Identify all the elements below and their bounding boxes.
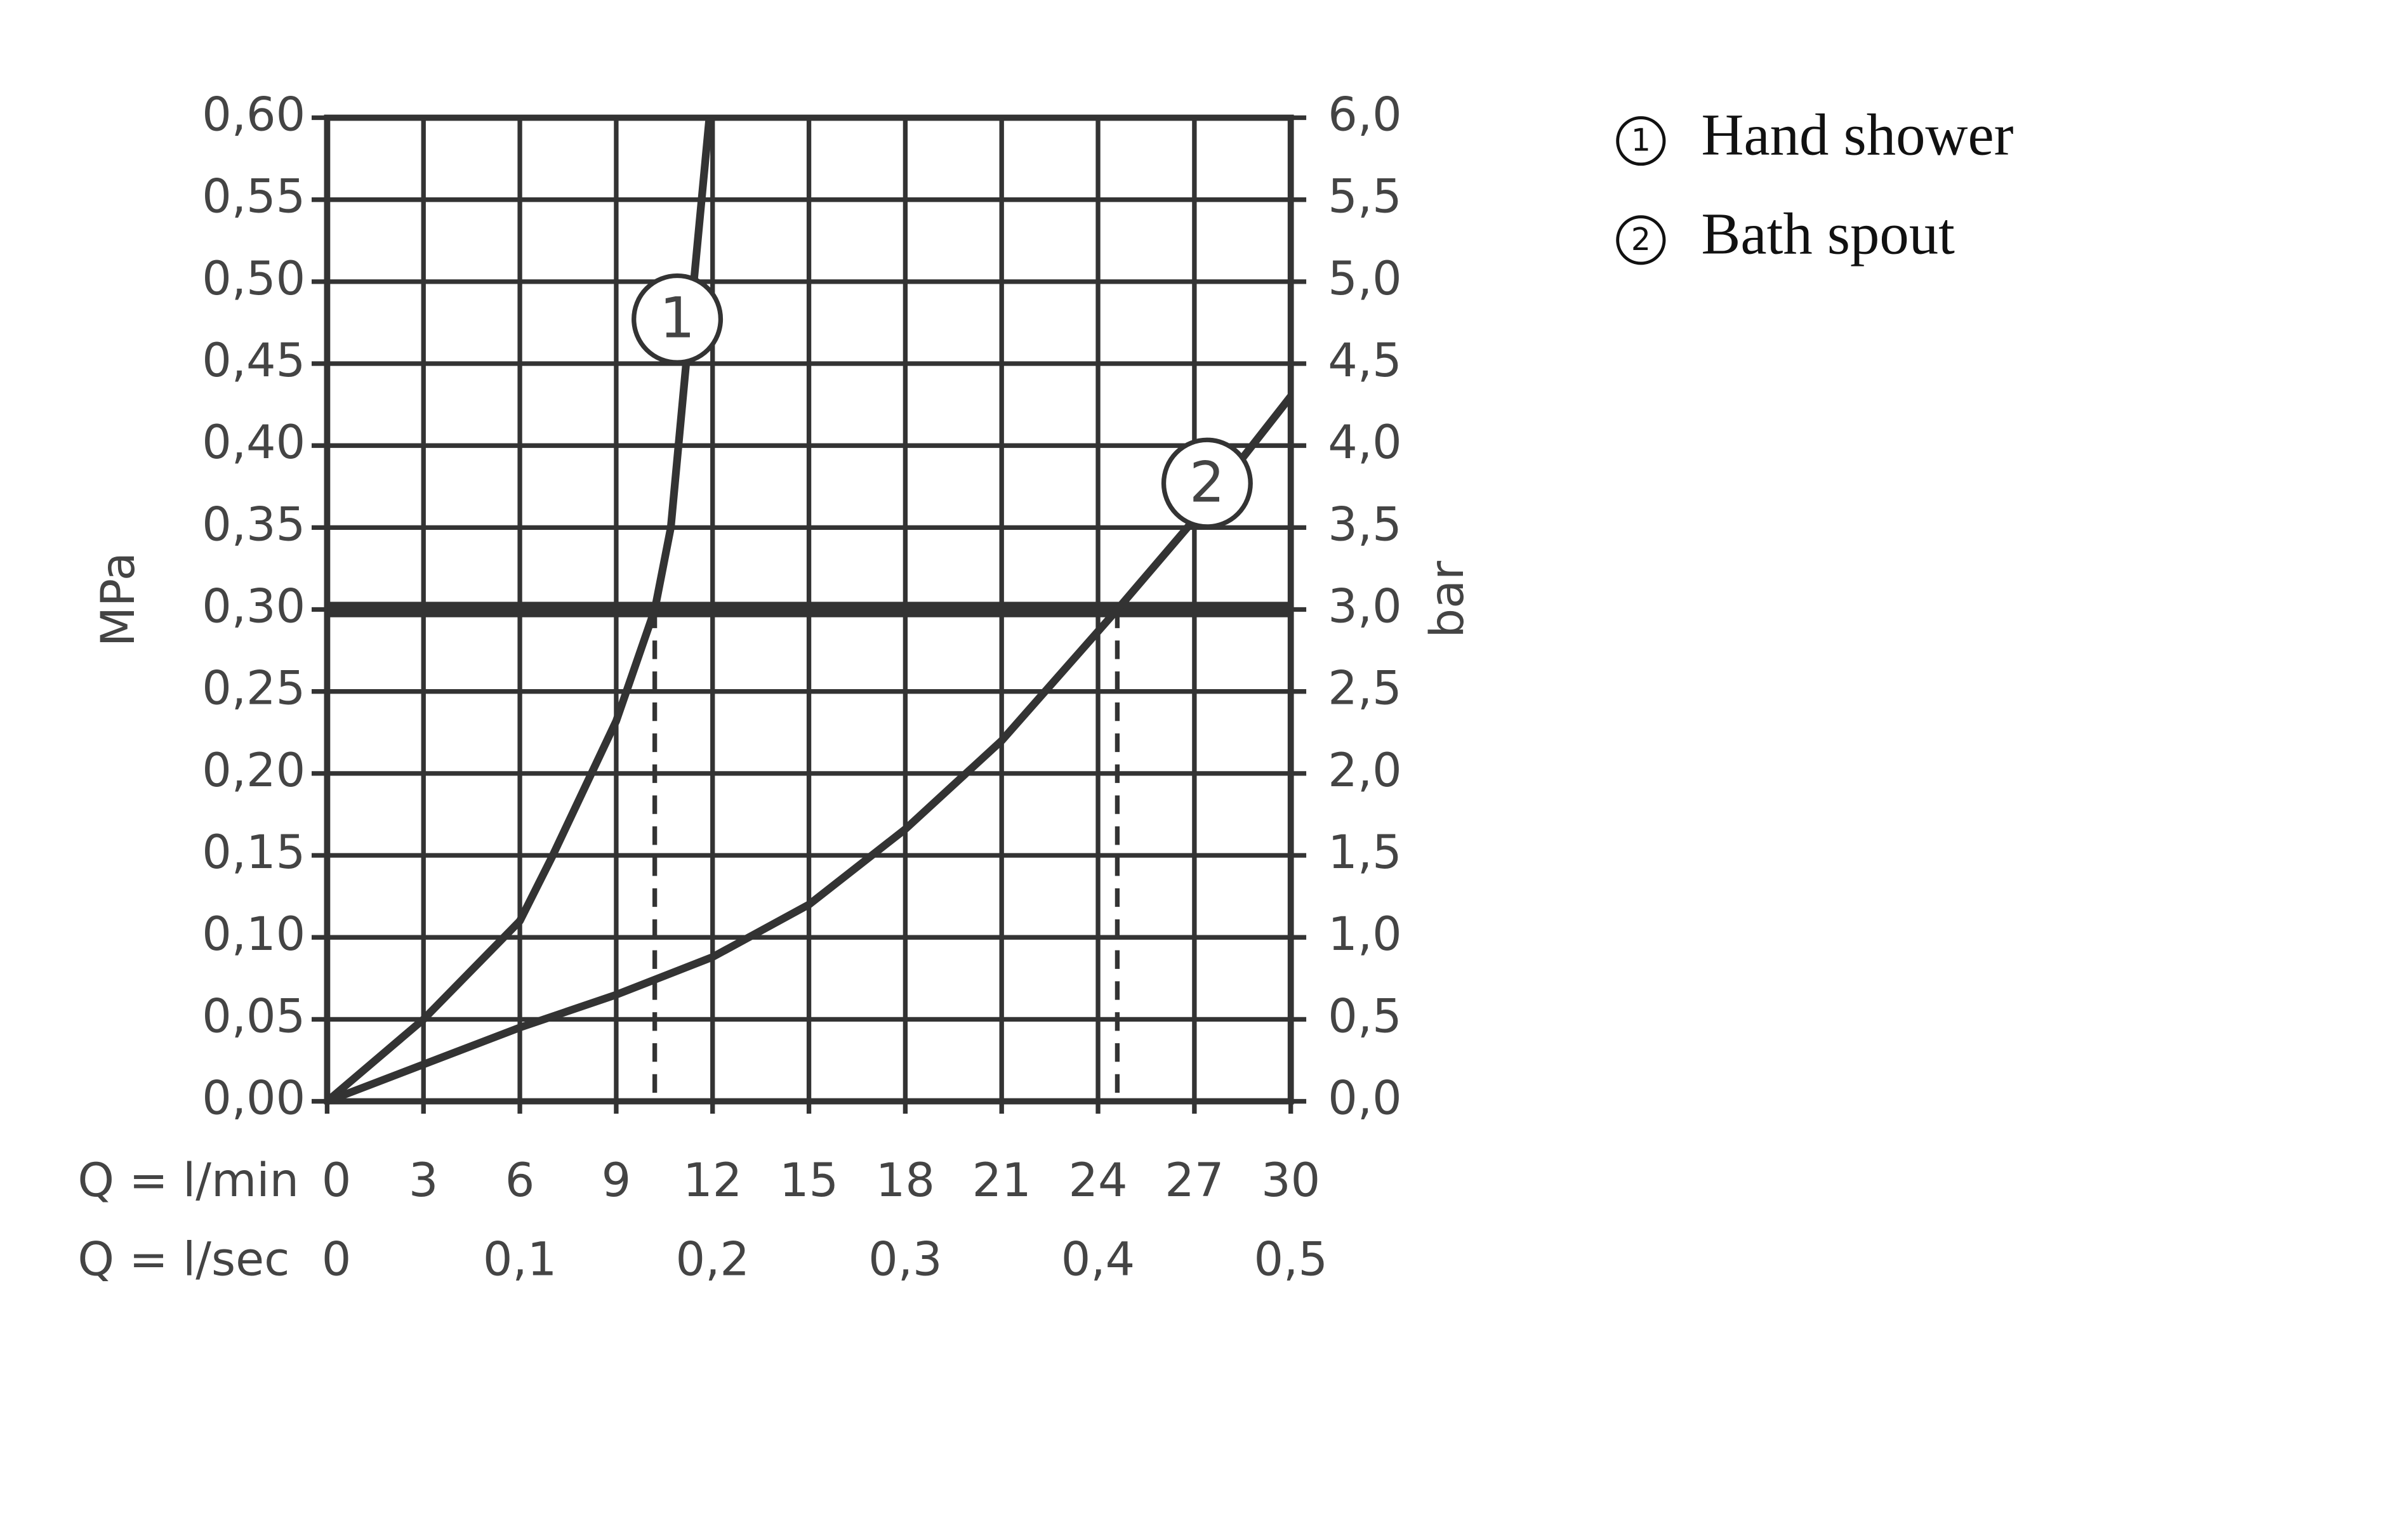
y-tick-label: 0,55 bbox=[202, 170, 305, 224]
x-tick-label: 3 bbox=[409, 1154, 439, 1208]
y2-axis-label: bar bbox=[1420, 560, 1474, 638]
legend-badge bbox=[1616, 116, 1666, 166]
y-tick-label: 0,50 bbox=[202, 252, 305, 306]
series-badge bbox=[632, 273, 724, 365]
series-line bbox=[324, 117, 713, 1105]
y-tick-label: 0,60 bbox=[202, 88, 305, 142]
x-tick-label: 18 bbox=[876, 1154, 935, 1208]
y-tick-label: 0,45 bbox=[202, 334, 305, 388]
y-tick-label: 0,35 bbox=[202, 497, 305, 551]
x-tick-label: 15 bbox=[779, 1154, 838, 1208]
x2-tick-label: 0,2 bbox=[675, 1232, 749, 1286]
y2-tick-label: 4,0 bbox=[1328, 416, 1401, 470]
y2-tick-label: 3,5 bbox=[1328, 497, 1401, 551]
y2-tick-label: 6,0 bbox=[1328, 88, 1401, 142]
y-tick-label: 0,15 bbox=[202, 826, 305, 879]
y2-tick-label: 1,0 bbox=[1328, 907, 1401, 961]
legend-badge bbox=[1616, 215, 1666, 265]
y2-tick-label: 4,5 bbox=[1328, 334, 1401, 388]
series-badge-label: 1 bbox=[659, 286, 695, 351]
x2-tick-label: 0,1 bbox=[483, 1232, 557, 1286]
legend-entry: Bath spout bbox=[1702, 202, 1955, 267]
y-tick-label: 0,10 bbox=[202, 907, 305, 961]
x2-tick-label: 0,4 bbox=[1061, 1232, 1135, 1286]
x2-tick-label: 0,3 bbox=[868, 1232, 942, 1286]
y-tick-label: 0,25 bbox=[202, 662, 305, 716]
y2-tick-label: 0,0 bbox=[1328, 1072, 1401, 1126]
y2-tick-label: 2,0 bbox=[1328, 744, 1401, 798]
x-tick-label: 24 bbox=[1068, 1154, 1127, 1208]
y-tick-label: 0,30 bbox=[202, 580, 305, 634]
series-line bbox=[326, 393, 1294, 1105]
x-tick-label: 30 bbox=[1261, 1154, 1320, 1208]
y-tick-label: 0,00 bbox=[202, 1072, 305, 1126]
y2-tick-label: 5,0 bbox=[1328, 252, 1401, 306]
legend-badge-label: 1 bbox=[1631, 122, 1651, 159]
x2-tick-label: 0,5 bbox=[1254, 1232, 1327, 1286]
series-badge-label: 2 bbox=[1189, 449, 1225, 515]
y2-tick-label: 0,5 bbox=[1328, 989, 1401, 1043]
x2-axis-label: Q = l/sec bbox=[77, 1232, 289, 1286]
y-tick-label: 0,05 bbox=[202, 989, 305, 1043]
y-axis-label: MPa bbox=[91, 552, 145, 647]
y2-tick-label: 2,5 bbox=[1328, 662, 1401, 716]
x-tick-label: 9 bbox=[602, 1154, 632, 1208]
y2-tick-label: 1,5 bbox=[1328, 826, 1401, 879]
y-tick-label: 0,40 bbox=[202, 416, 305, 470]
x-tick-label: 6 bbox=[505, 1154, 535, 1208]
x2-tick-label: 0 bbox=[322, 1232, 352, 1286]
legend-entry: Hand shower bbox=[1702, 102, 2014, 168]
y2-tick-label: 3,0 bbox=[1328, 580, 1401, 634]
legend-badge-label: 2 bbox=[1631, 221, 1651, 258]
x-axis-label: Q = l/min bbox=[77, 1154, 299, 1208]
series-badge bbox=[1161, 437, 1253, 529]
x-tick-label: 21 bbox=[972, 1154, 1031, 1208]
y-tick-label: 0,20 bbox=[202, 744, 305, 798]
x-tick-label: 12 bbox=[683, 1154, 742, 1208]
y2-tick-label: 5,5 bbox=[1328, 170, 1401, 224]
x-tick-label: 0 bbox=[322, 1154, 352, 1208]
x-tick-label: 27 bbox=[1165, 1154, 1224, 1208]
